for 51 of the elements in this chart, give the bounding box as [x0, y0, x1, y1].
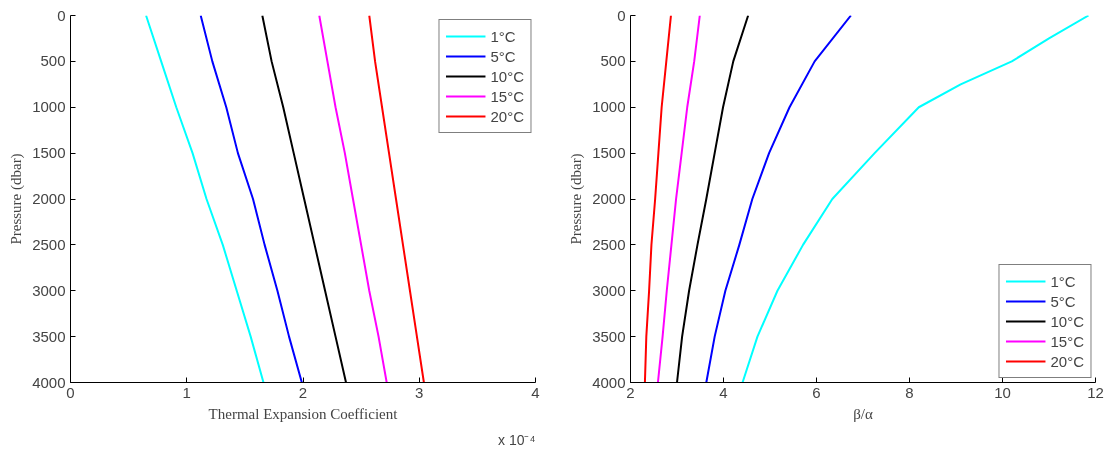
y-tick-label: 500 [600, 52, 626, 70]
y-tick-label: 0 [617, 6, 626, 24]
y-tick-label: 1000 [592, 98, 626, 116]
line-series [368, 15, 425, 383]
y-tick-label: 3500 [32, 327, 66, 345]
x-tick-label: 2 [298, 383, 308, 401]
y-tick-label: 1000 [32, 98, 66, 116]
y-tick-label: 2500 [592, 235, 626, 253]
y-tick-label: 2000 [32, 190, 66, 207]
line-series [643, 15, 672, 383]
legend-label: 5°C [490, 47, 516, 65]
x-tick-label: 12 [1087, 383, 1104, 401]
line-series [318, 15, 388, 383]
line-series [705, 15, 852, 383]
text: x 10⁻⁴ [498, 431, 536, 448]
x-axis-title: β/α [853, 405, 873, 422]
y-tick-label: 2500 [32, 235, 66, 253]
legend-label: 1°C [1050, 272, 1076, 290]
x-tick-label: 10 [994, 383, 1011, 401]
y-axis-title: Pressure (dbar) [8, 153, 26, 245]
y-tick-label: 4000 [32, 373, 66, 391]
line-series [145, 15, 265, 383]
x-tick-label: 1 [182, 383, 191, 401]
legend-label: 15°C [1050, 332, 1084, 350]
x-tick-label: 4 [531, 383, 540, 401]
legend-label: 5°C [1050, 292, 1076, 310]
x-tick-label: 6 [812, 383, 821, 401]
x-tick-label: 2 [626, 383, 635, 401]
legend-label: 20°C [1050, 352, 1084, 370]
line-series [199, 15, 303, 383]
x-tick-label: 3 [415, 383, 424, 401]
line-series [741, 15, 1090, 383]
y-tick-label: 2000 [592, 190, 626, 207]
y-tick-label: 3000 [32, 281, 66, 299]
x-axis-title: Thermal Expansion Coefficient [208, 405, 399, 422]
line-series [656, 15, 701, 383]
y-axis-title: Pressure (dbar) [568, 153, 586, 245]
legend-label: 10°C [490, 67, 524, 85]
x-tick-label: 8 [905, 383, 914, 401]
y-tick-label: 500 [40, 52, 66, 70]
y-tick-label: 3000 [592, 281, 626, 299]
y-tick-label: 1500 [32, 144, 66, 162]
legend-label: 20°C [490, 107, 524, 125]
legend-label: 10°C [1050, 312, 1084, 330]
y-tick-label: 4000 [592, 373, 626, 391]
legend-label: 15°C [490, 87, 524, 105]
x-tick-label: 4 [719, 383, 728, 401]
y-tick-label: 3500 [592, 327, 626, 345]
y-tick-label: 0 [57, 6, 66, 24]
legend-label: 1°C [490, 27, 516, 45]
y-tick-label: 1500 [592, 144, 626, 162]
